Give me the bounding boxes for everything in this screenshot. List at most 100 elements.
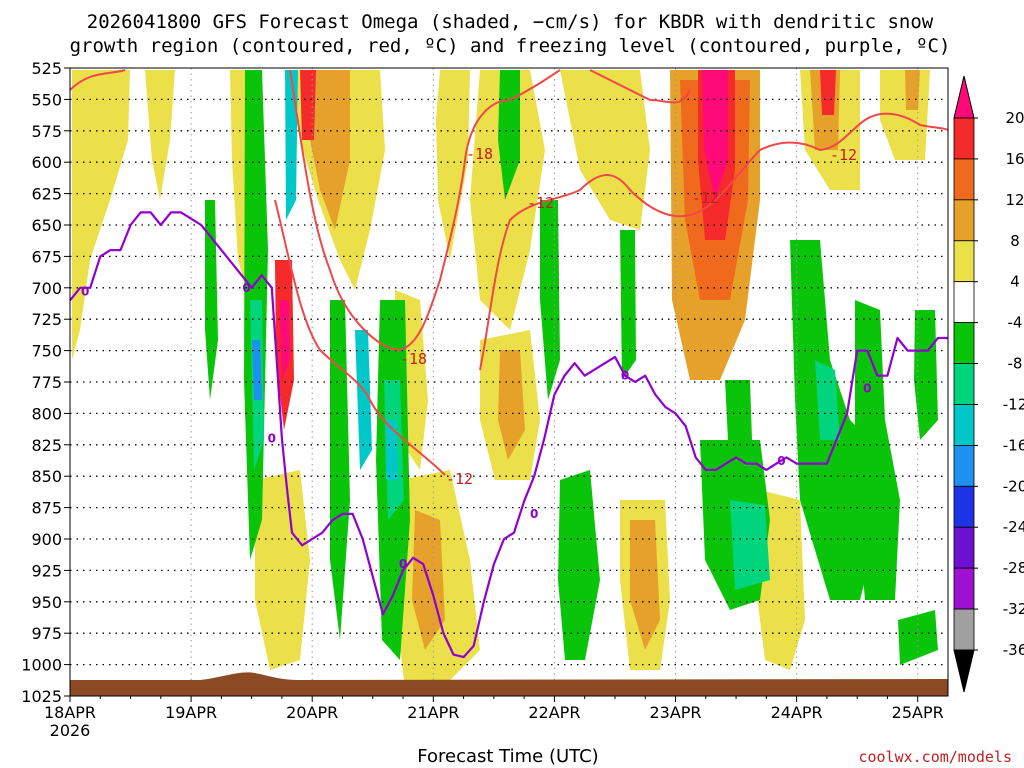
omega-area — [898, 610, 938, 665]
contour-line — [69, 69, 126, 91]
y-tick-label: 725 — [31, 310, 62, 329]
x-tick-label: 24APR — [771, 703, 823, 722]
freezing-level-label: 0 — [242, 281, 250, 295]
colorbar-swatch — [953, 240, 975, 283]
x-tick-label: 23APR — [649, 703, 701, 722]
x-tick-label: 20APR — [286, 703, 338, 722]
freezing-level-line — [69, 211, 948, 659]
omega-area — [205, 200, 218, 400]
x-axis-year: 2026 — [50, 721, 91, 740]
colorbar-label: -28 — [1003, 559, 1024, 577]
colorbar-swatch — [953, 608, 975, 651]
y-tick-label: 700 — [31, 279, 62, 298]
colorbar-swatch — [953, 117, 975, 160]
contour-label: -12 — [692, 189, 719, 207]
freezing-level-label: 0 — [81, 285, 89, 299]
x-axis-title: Forecast Time (UTC) — [417, 746, 598, 767]
omega-area — [255, 470, 310, 670]
freezing-level-labels: 0 0 0 0 0 0 0 0 — [81, 281, 871, 571]
contour-line — [274, 199, 446, 476]
freezing-level-label: 0 — [777, 454, 785, 468]
colorbar-label: -32 — [1003, 600, 1024, 618]
contour-line — [589, 69, 691, 104]
colorbar: 20 16 12 8 4 -4 -8 -12 -16 -20 -24 -28 -32 -36 — [953, 75, 1024, 693]
colorbar-swatch — [953, 199, 975, 242]
colorbar-label: -36 — [1003, 641, 1024, 659]
omega-area — [470, 70, 545, 330]
colorbar-label: -4 — [1008, 314, 1023, 332]
omega-area — [630, 520, 660, 650]
omega-area — [285, 70, 298, 220]
y-tick-label: 525 — [31, 59, 62, 78]
contour-label: -12 — [830, 146, 857, 164]
y-tick-label: 800 — [31, 404, 62, 423]
gridlines — [70, 68, 948, 696]
x-tick-label: 22APR — [528, 703, 580, 722]
colorbar-label: -16 — [1003, 436, 1024, 454]
freezing-level-label: 0 — [863, 381, 871, 395]
omega-area — [279, 300, 290, 380]
omega-area — [72, 70, 130, 360]
omega-area — [855, 300, 900, 600]
y-tick-label: 675 — [31, 247, 62, 266]
omega-area — [560, 70, 650, 230]
y-tick-label: 650 — [31, 216, 62, 235]
omega-shading — [72, 70, 938, 690]
y-tick-label: 1000 — [21, 656, 62, 675]
omega-area — [914, 310, 938, 440]
colorbar-label: -12 — [1003, 395, 1024, 413]
omega-area — [558, 470, 600, 660]
y-axis: 525 550 575 600 625 650 675 700 725 750 775 800 825 8… — [21, 59, 70, 706]
contour-line — [289, 69, 561, 352]
contour-label: -12 — [446, 470, 473, 488]
y-tick-label: 575 — [31, 122, 62, 141]
plot-area — [70, 68, 948, 696]
omega-area — [498, 70, 520, 200]
y-tick-label: 1025 — [21, 687, 62, 706]
freezing-level-label: 0 — [530, 507, 538, 521]
y-tick-label: 900 — [31, 530, 62, 549]
colorbar-label: 16 — [1005, 150, 1024, 168]
y-tick-label: 875 — [31, 499, 62, 518]
omega-area — [702, 70, 728, 200]
colorbar-label: -8 — [1008, 355, 1023, 373]
y-tick-label: 775 — [31, 373, 62, 392]
freezing-level-label: 0 — [268, 432, 276, 446]
omega-area — [815, 360, 840, 440]
chart-title-line-1: 2026041800 GFS Forecast Omega (shaded, −… — [87, 11, 934, 33]
colorbar-label: 8 — [1010, 232, 1020, 250]
y-tick-label: 925 — [31, 561, 62, 580]
y-tick-label: 600 — [31, 153, 62, 172]
x-tick-label: 21APR — [407, 703, 459, 722]
colorbar-swatch — [953, 567, 975, 610]
colorbar-bottom-arrow — [953, 649, 975, 693]
colorbar-label: 4 — [1010, 273, 1020, 291]
colorbar-swatch — [953, 404, 975, 446]
colorbar-swatch — [953, 363, 975, 405]
colorbar-label: -24 — [1003, 518, 1024, 536]
omega-area — [725, 380, 752, 440]
omega-area — [330, 300, 350, 640]
y-tick-label: 625 — [31, 185, 62, 204]
contour-label: -12 — [527, 194, 554, 212]
colorbar-label: 12 — [1005, 191, 1024, 209]
omega-area — [498, 350, 525, 460]
freezing-level-label: 0 — [621, 369, 629, 383]
colorbar-swatch — [953, 526, 975, 569]
omega-area — [145, 70, 175, 200]
site-branding: coolwx.com/models — [858, 748, 1012, 766]
omega-area — [300, 70, 316, 140]
omega-area — [436, 70, 470, 260]
contour-line — [479, 112, 949, 371]
contour-label: -18 — [466, 145, 493, 163]
colorbar-swatch — [953, 322, 975, 364]
omega-area — [305, 70, 350, 230]
colorbar-label: -20 — [1003, 477, 1024, 495]
colorbar-label: 20 — [1005, 109, 1024, 127]
omega-area — [355, 330, 372, 470]
colorbar-swatch — [953, 158, 975, 201]
colorbar-swatch — [953, 485, 975, 528]
contour-label: -18 — [400, 350, 427, 368]
omega-area — [730, 500, 770, 590]
